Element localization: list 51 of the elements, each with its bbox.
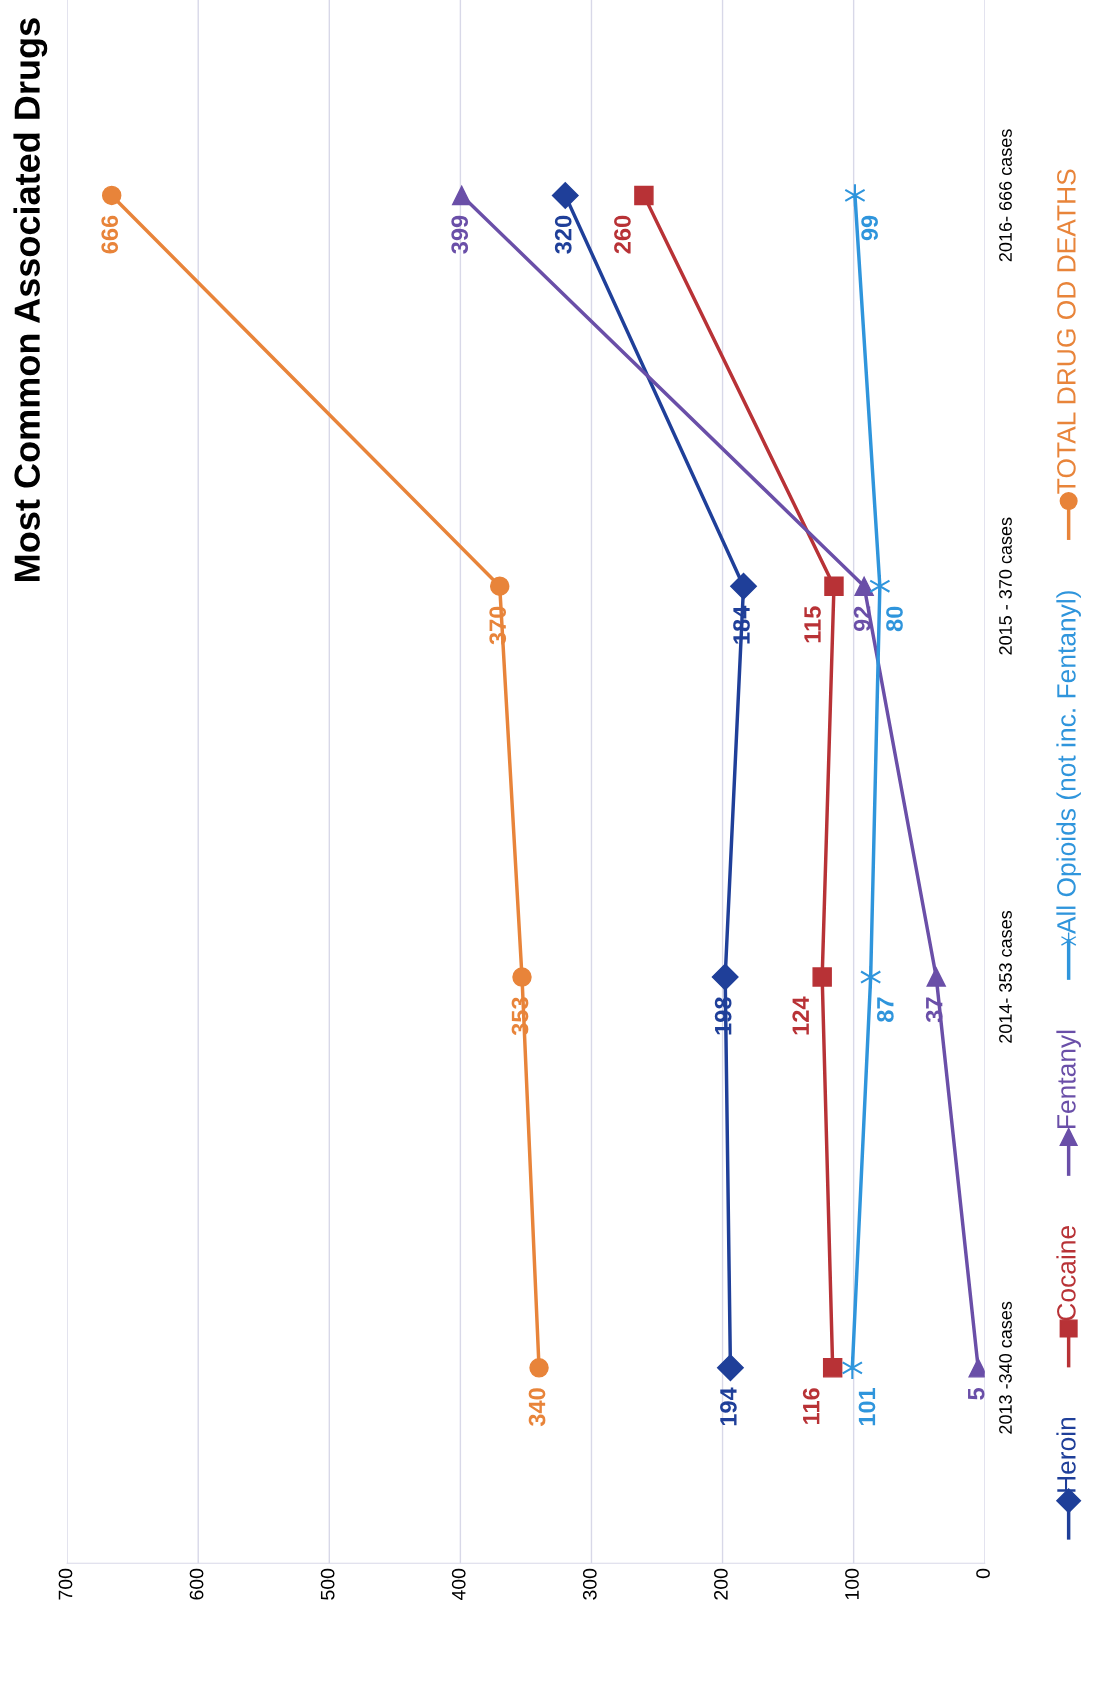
point	[512, 967, 532, 987]
text: Heroin	[1056, 1417, 1076, 1492]
data-label: 260	[614, 215, 631, 254]
text: Fentanyl	[1056, 1030, 1081, 1129]
y-tick-label: 2016- 666 cases	[999, 129, 1012, 262]
x-tick-label: 0	[976, 1568, 990, 1579]
text: All Opioids (not inc. Fentanyl)	[1056, 591, 1081, 935]
data-label: 101	[858, 1387, 876, 1426]
x-tick-label: 700	[58, 1568, 73, 1600]
data-label: 115	[804, 606, 821, 643]
point	[926, 967, 946, 987]
x-tick-label: 100	[845, 1568, 859, 1600]
x-tick-label: 200	[714, 1568, 728, 1600]
point	[822, 1358, 843, 1378]
data-label: 340	[528, 1388, 546, 1427]
text: Cocaine	[1056, 1226, 1076, 1321]
y-tick-label: 2015 - 370 cases	[999, 517, 1012, 655]
data-label: 124	[792, 996, 809, 1035]
point	[551, 181, 579, 209]
point	[716, 1354, 744, 1382]
data-label: 80	[886, 606, 903, 632]
data-label: 116	[802, 1388, 820, 1424]
point	[711, 963, 739, 991]
data-label: 666	[101, 215, 119, 254]
point	[860, 964, 882, 990]
text: Most Common Associated Drugs	[13, 18, 48, 581]
point	[854, 576, 874, 596]
point	[634, 185, 654, 206]
point	[812, 967, 832, 987]
point	[489, 576, 510, 596]
text: TOTAL DRUG OD DEATHS	[1057, 169, 1076, 494]
point	[824, 576, 844, 596]
data-label: 399	[451, 215, 469, 254]
x-tick-label: 400	[451, 1568, 466, 1601]
data-label: 194	[720, 1387, 737, 1426]
x-tick-label: 300	[582, 1568, 597, 1600]
y-tick-label: 2013 -340 cases	[999, 1301, 1012, 1434]
data-label: 5	[968, 1387, 985, 1400]
point	[101, 185, 122, 206]
data-label: 87	[876, 997, 894, 1022]
point	[529, 1358, 549, 1378]
point	[841, 1355, 863, 1380]
data-label: 320	[554, 215, 572, 254]
point	[844, 183, 866, 208]
x-tick-label: 500	[320, 1568, 335, 1600]
y-tick-label: 2014- 353 cases	[999, 910, 1012, 1043]
point	[451, 185, 472, 206]
data-label: 99	[861, 215, 878, 241]
point	[730, 572, 757, 600]
point	[968, 1358, 985, 1378]
x-tick-label: 600	[189, 1568, 204, 1600]
